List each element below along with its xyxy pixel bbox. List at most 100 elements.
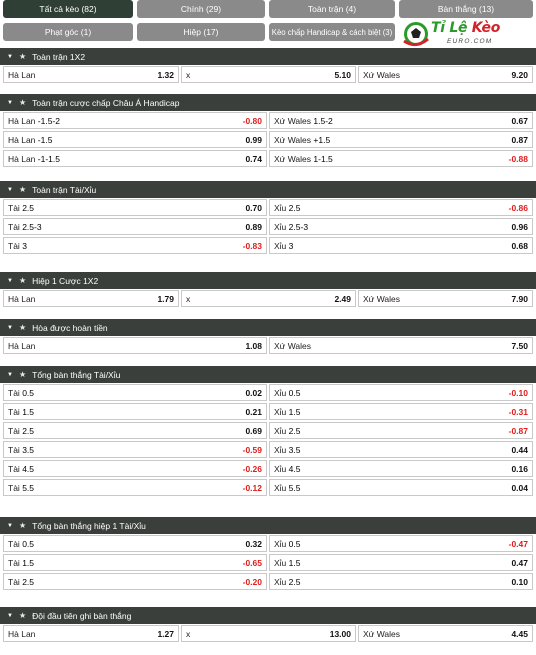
- odds-cell[interactable]: Xứ Wales 7.50: [269, 337, 533, 354]
- tab-main[interactable]: Chính (29): [137, 0, 265, 18]
- selection-name: Xỉu 4.5: [274, 463, 301, 474]
- odds-cell[interactable]: Xỉu 4.5 0.16: [269, 460, 533, 477]
- tab-full-match[interactable]: Toàn trận (4): [269, 0, 395, 18]
- selection-name: Xỉu 1.5: [274, 406, 301, 417]
- triangle-down-icon[interactable]: ▼: [7, 324, 13, 331]
- star-icon[interactable]: ★: [18, 52, 27, 61]
- odds-cell[interactable]: Xỉu 2.5-3 0.96: [269, 218, 533, 235]
- triangle-down-icon[interactable]: ▼: [7, 612, 13, 619]
- odds-cell[interactable]: Xỉu 2.5 -0.86: [269, 199, 533, 216]
- selection-name: Xỉu 2.5: [274, 576, 301, 587]
- star-icon[interactable]: ★: [18, 98, 27, 107]
- section-header[interactable]: ▼ ★ Hòa được hoàn tiền: [0, 319, 536, 336]
- odds-row: Tài 5.5 -0.12 Xỉu 5.5 0.04: [0, 478, 536, 497]
- odds-cell[interactable]: Xỉu 2.5 -0.87: [269, 422, 533, 439]
- market-section: ▼ ★ Hiệp 1 Cược 1X2 Hà Lan 1.79 x 2.49 Xứ Wales…: [0, 272, 536, 308]
- tab-goals[interactable]: Bàn thắng (13): [399, 0, 533, 18]
- odds-row: Tài 0.5 0.02 Xỉu 0.5 -0.10: [0, 383, 536, 402]
- tab-halves[interactable]: Hiệp (17): [137, 23, 265, 41]
- star-icon[interactable]: ★: [18, 323, 27, 332]
- odds-cell[interactable]: Hà Lan 1.08: [3, 337, 267, 354]
- logo-subtext: EURO.COM: [447, 38, 493, 45]
- section-header[interactable]: ▼ ★ Tổng bàn thắng hiệp 1 Tài/Xỉu: [0, 517, 536, 534]
- selection-name: Tài 2.5: [8, 576, 35, 587]
- odds-cell[interactable]: Tài 2.5-3 0.89: [3, 218, 267, 235]
- odds-cell[interactable]: Xứ Wales 1-1.5 -0.88: [269, 150, 533, 167]
- star-icon[interactable]: ★: [18, 185, 27, 194]
- odds-cell[interactable]: x 13.00: [181, 625, 356, 642]
- odds-row: Hà Lan 1.79 x 2.49 Xứ Wales 7.90: [0, 289, 536, 308]
- selection-name: Xỉu 2.5: [274, 202, 301, 213]
- odds-cell[interactable]: Hà Lan 1.79: [3, 290, 179, 307]
- odds-cell[interactable]: Tài 2.5 -0.20: [3, 573, 267, 590]
- odds-cell[interactable]: Xỉu 1.5 0.47: [269, 554, 533, 571]
- handicap-line: 1.5: [22, 557, 35, 568]
- odds-value: -0.47: [508, 538, 528, 549]
- triangle-down-icon[interactable]: ▼: [7, 99, 13, 106]
- section-header[interactable]: ▼ ★ Toàn trận 1X2: [0, 48, 536, 65]
- odds-cell[interactable]: Tài 0.5 0.02: [3, 384, 267, 401]
- star-icon[interactable]: ★: [18, 276, 27, 285]
- odds-value: -0.26: [242, 463, 262, 474]
- odds-cell[interactable]: x 2.49: [181, 290, 356, 307]
- odds-cell[interactable]: Tài 1.5 0.21: [3, 403, 267, 420]
- odds-cell[interactable]: Hà Lan 1.27: [3, 625, 179, 642]
- triangle-down-icon[interactable]: ▼: [7, 371, 13, 378]
- market-section: ▼ ★ Toàn trận Tài/Xỉu Tài 2.5 0.70 Xỉu 2.5 -0.…: [0, 181, 536, 255]
- section-header[interactable]: ▼ ★ Toàn trận cược chấp Châu Á Handicap: [0, 94, 536, 111]
- odds-cell[interactable]: Tài 0.5 0.32: [3, 535, 267, 552]
- section-header[interactable]: ▼ ★ Tổng bàn thắng Tài/Xỉu: [0, 366, 536, 383]
- odds-cell[interactable]: x 5.10: [181, 66, 356, 83]
- selection-name: Tài 0.5: [8, 387, 35, 398]
- odds-cell[interactable]: Xứ Wales 9.20: [358, 66, 533, 83]
- handicap-line: -1.5: [37, 134, 53, 145]
- odds-value: 0.02: [245, 387, 262, 398]
- odds-cell[interactable]: Xứ Wales 7.90: [358, 290, 533, 307]
- odds-value: -0.20: [242, 576, 262, 587]
- selection-name: Xỉu 1.5: [274, 557, 301, 568]
- odds-cell[interactable]: Tài 5.5 -0.12: [3, 479, 267, 496]
- odds-cell[interactable]: Hà Lan 1.32: [3, 66, 179, 83]
- selection-name: Tài 1.5: [8, 557, 35, 568]
- odds-value: 0.70: [245, 202, 262, 213]
- odds-cell[interactable]: Xỉu 5.5 0.04: [269, 479, 533, 496]
- odds-cell[interactable]: Tài 1.5 -0.65: [3, 554, 267, 571]
- odds-cell[interactable]: Tài 2.5 0.69: [3, 422, 267, 439]
- odds-cell[interactable]: Hà Lan -1.5-2 -0.80: [3, 112, 267, 129]
- star-icon[interactable]: ★: [18, 611, 27, 620]
- odds-row: Tài 3 -0.83 Xỉu 3 0.68: [0, 236, 536, 255]
- handicap-line: -1-1.5: [37, 153, 61, 164]
- odds-cell[interactable]: Xứ Wales 4.45: [358, 625, 533, 642]
- odds-cell[interactable]: Xỉu 2.5 0.10: [269, 573, 533, 590]
- market-section: ▼ ★ Hòa được hoàn tiền Hà Lan 1.08 Xứ Wales 7.…: [0, 319, 536, 355]
- odds-cell[interactable]: Hà Lan -1-1.5 0.74: [3, 150, 267, 167]
- odds-value: 1.08: [245, 340, 262, 351]
- odds-cell[interactable]: Tài 2.5 0.70: [3, 199, 267, 216]
- odds-value: -0.65: [242, 557, 262, 568]
- tab-all-markets[interactable]: Tất cả kèo (82): [3, 0, 133, 18]
- tab-corners[interactable]: Phạt góc (1): [3, 23, 133, 41]
- odds-cell[interactable]: Tài 3 -0.83: [3, 237, 267, 254]
- odds-cell[interactable]: Xỉu 0.5 -0.10: [269, 384, 533, 401]
- odds-cell[interactable]: Xỉu 1.5 -0.31: [269, 403, 533, 420]
- odds-cell[interactable]: Tài 3.5 -0.59: [3, 441, 267, 458]
- triangle-down-icon[interactable]: ▼: [7, 277, 13, 284]
- odds-value: 13.00: [329, 628, 351, 639]
- tab-handicap[interactable]: Kèo chấp Handicap & cách biệt (3): [269, 23, 395, 41]
- odds-value: 0.89: [245, 221, 262, 232]
- star-icon[interactable]: ★: [18, 370, 27, 379]
- odds-cell[interactable]: Xỉu 0.5 -0.47: [269, 535, 533, 552]
- section-header[interactable]: ▼ ★ Toàn trận Tài/Xỉu: [0, 181, 536, 198]
- odds-cell[interactable]: Hà Lan -1.5 0.99: [3, 131, 267, 148]
- triangle-down-icon[interactable]: ▼: [7, 53, 13, 60]
- odds-cell[interactable]: Xứ Wales 1.5-2 0.67: [269, 112, 533, 129]
- section-header[interactable]: ▼ ★ Hiệp 1 Cược 1X2: [0, 272, 536, 289]
- star-icon[interactable]: ★: [18, 521, 27, 530]
- odds-cell[interactable]: Xứ Wales +1.5 0.87: [269, 131, 533, 148]
- triangle-down-icon[interactable]: ▼: [7, 522, 13, 529]
- section-header[interactable]: ▼ ★ Đội đầu tiên ghi bàn thắng: [0, 607, 536, 624]
- odds-cell[interactable]: Xỉu 3 0.68: [269, 237, 533, 254]
- odds-cell[interactable]: Tài 4.5 -0.26: [3, 460, 267, 477]
- odds-cell[interactable]: Xỉu 3.5 0.44: [269, 441, 533, 458]
- triangle-down-icon[interactable]: ▼: [7, 186, 13, 193]
